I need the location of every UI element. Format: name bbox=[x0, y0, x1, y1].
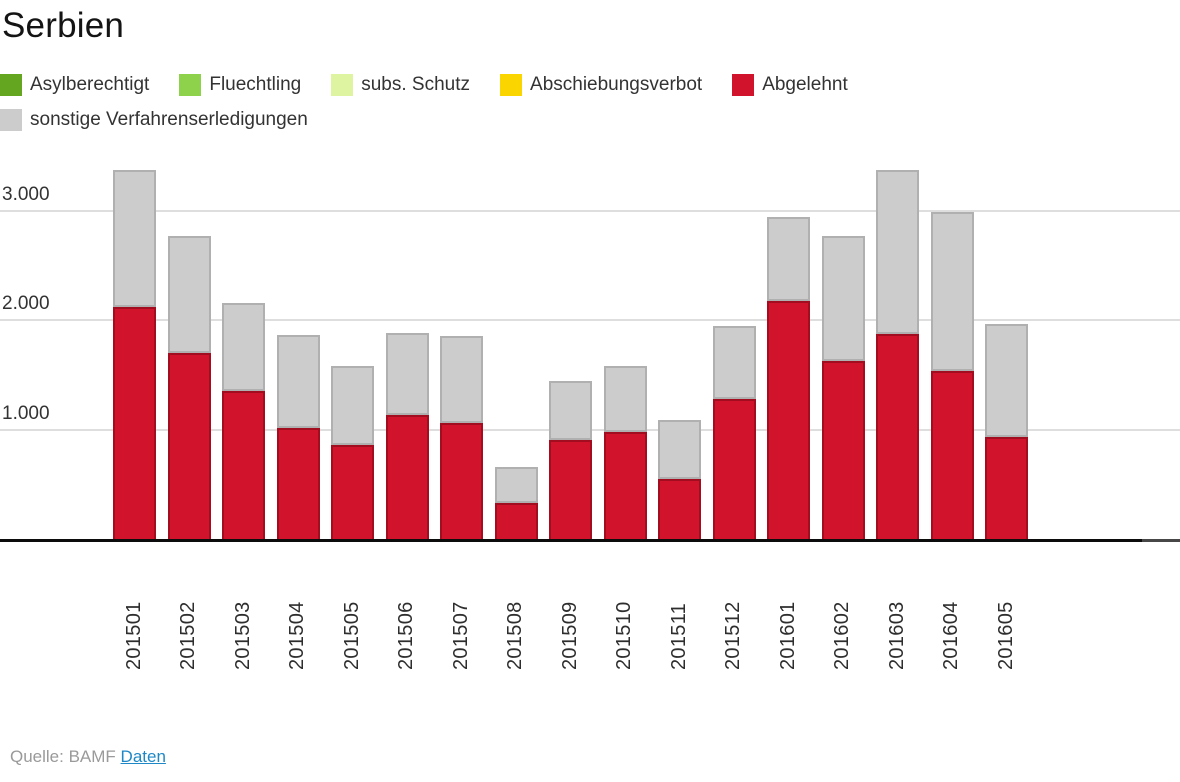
bar-segment-sonstige-verfahrenserledigungen-201603[interactable] bbox=[876, 169, 919, 334]
bar-segment-sonstige-verfahrenserledigungen-201512[interactable] bbox=[712, 326, 756, 399]
x-axis-label: 201503 bbox=[231, 601, 254, 670]
bar-segment-sonstige-verfahrenserledigungen-201509[interactable] bbox=[549, 380, 592, 440]
x-axis-label: 201511 bbox=[667, 602, 690, 670]
bar-segment-abgelehnt-201601[interactable] bbox=[767, 301, 810, 540]
x-axis-label: 201604 bbox=[940, 601, 962, 670]
x-axis-label: 201510 bbox=[613, 601, 635, 670]
bar-segment-sonstige-verfahrenserledigungen-201505[interactable] bbox=[331, 366, 374, 445]
x-axis-label: 201605 bbox=[994, 601, 1017, 670]
bar-segment-sonstige-verfahrenserledigungen-201508[interactable] bbox=[494, 466, 538, 503]
gridline bbox=[0, 319, 1180, 322]
legend-item: sonstige Verfahrenserledigungen bbox=[0, 109, 308, 131]
legend-swatch-icon bbox=[331, 74, 354, 96]
bar-segment-abgelehnt-201507[interactable] bbox=[440, 423, 483, 540]
x-axis-label: 201505 bbox=[340, 601, 363, 670]
legend-label: sonstige Verfahrenserledigungen bbox=[30, 109, 308, 130]
legend-swatch-icon bbox=[179, 74, 202, 96]
y-axis-label: 1.000 bbox=[2, 402, 50, 424]
legend-swatch-icon bbox=[0, 74, 22, 96]
x-axis-label: 201509 bbox=[558, 601, 581, 670]
x-axis-label: 201506 bbox=[395, 601, 417, 670]
legend-item: Abgelehnt bbox=[732, 74, 848, 96]
bar-segment-sonstige-verfahrenserledigungen-201507[interactable] bbox=[440, 336, 483, 424]
legend-label: subs. Schutz bbox=[361, 74, 471, 95]
bar-segment-abgelehnt-201511[interactable] bbox=[658, 478, 701, 540]
bar-segment-abgelehnt-201605[interactable] bbox=[985, 437, 1028, 540]
x-axis-label: 201603 bbox=[885, 601, 908, 670]
gridline bbox=[0, 210, 1180, 212]
bar-segment-sonstige-verfahrenserledigungen-201605[interactable] bbox=[985, 324, 1028, 438]
legend-item: Fluechtling bbox=[179, 74, 301, 96]
bar-segment-abgelehnt-201505[interactable] bbox=[331, 444, 374, 540]
legend-label: Fluechtling bbox=[209, 74, 302, 95]
bar-segment-sonstige-verfahrenserledigungen-201504[interactable] bbox=[276, 335, 320, 428]
legend-swatch-icon bbox=[732, 74, 755, 96]
source-data-link[interactable]: Daten bbox=[120, 747, 166, 766]
plot-area: 1.000 2.000 3.000 bbox=[0, 165, 1180, 540]
legend-label: Asylberechtigt bbox=[30, 74, 150, 95]
source-line: Quelle: BAMF Daten bbox=[10, 747, 166, 767]
bar-segment-abgelehnt-201604[interactable] bbox=[930, 371, 974, 540]
bar-segment-sonstige-verfahrenserledigungen-201503[interactable] bbox=[222, 302, 265, 391]
x-axis-label: 201601 bbox=[776, 601, 799, 670]
legend-item: subs. Schutz bbox=[331, 74, 470, 96]
y-axis-label: 2.000 bbox=[2, 293, 50, 315]
x-axis-label: 201504 bbox=[286, 601, 308, 670]
x-axis-label: 201602 bbox=[831, 601, 853, 670]
bar-segment-abgelehnt-201509[interactable] bbox=[549, 439, 592, 540]
bar-segment-abgelehnt-201502[interactable] bbox=[167, 352, 211, 540]
x-axis-label: 201501 bbox=[122, 601, 145, 670]
bar-segment-abgelehnt-201508[interactable] bbox=[494, 502, 538, 540]
bar-segment-sonstige-verfahrenserledigungen-201501[interactable] bbox=[113, 169, 156, 308]
bar-segment-sonstige-verfahrenserledigungen-201511[interactable] bbox=[658, 419, 701, 479]
legend-label: Abschiebungsverbot bbox=[530, 74, 703, 95]
legend-swatch-icon bbox=[0, 109, 22, 131]
bar-segment-abgelehnt-201603[interactable] bbox=[876, 333, 919, 540]
x-axis-label: 201508 bbox=[504, 601, 526, 670]
bar-segment-sonstige-verfahrenserledigungen-201510[interactable] bbox=[603, 366, 647, 432]
legend-swatch-icon bbox=[500, 74, 523, 96]
x-axis-label: 201512 bbox=[722, 601, 744, 670]
legend: Asylberechtigt Fluechtling subs. Schutz Abs… bbox=[0, 74, 1100, 131]
y-axis-label: 3.000 bbox=[2, 184, 50, 205]
bar-segment-abgelehnt-201506[interactable] bbox=[385, 414, 429, 540]
bar-segment-sonstige-verfahrenserledigungen-201604[interactable] bbox=[930, 212, 974, 372]
x-axis-labels: 201501 201502 201503 201504 201505 201506 2015… bbox=[0, 562, 1180, 672]
bar-segment-abgelehnt-201504[interactable] bbox=[276, 427, 320, 540]
bar-segment-abgelehnt-201602[interactable] bbox=[821, 361, 865, 540]
x-axis-line-extension bbox=[1142, 539, 1180, 542]
x-axis-label: 201507 bbox=[449, 601, 472, 670]
x-axis-label: 201502 bbox=[177, 601, 199, 670]
bar-segment-sonstige-verfahrenserledigungen-201506[interactable] bbox=[385, 332, 429, 415]
bar-segment-abgelehnt-201512[interactable] bbox=[712, 398, 756, 540]
legend-item: Asylberechtigt bbox=[0, 74, 149, 96]
bar-segment-sonstige-verfahrenserledigungen-201502[interactable] bbox=[167, 236, 211, 353]
x-axis-line bbox=[0, 539, 1142, 542]
bar-segment-abgelehnt-201501[interactable] bbox=[113, 307, 156, 540]
chart-title: Serbien bbox=[2, 6, 125, 45]
bar-segment-sonstige-verfahrenserledigungen-201602[interactable] bbox=[821, 236, 865, 362]
source-text: Quelle: BAMF bbox=[10, 747, 116, 766]
legend-item: Abschiebungsverbot bbox=[500, 74, 702, 96]
bar-segment-sonstige-verfahrenserledigungen-201601[interactable] bbox=[767, 216, 810, 302]
legend-label: Abgelehnt bbox=[762, 74, 848, 95]
bar-segment-abgelehnt-201503[interactable] bbox=[222, 390, 265, 540]
bar-segment-abgelehnt-201510[interactable] bbox=[603, 431, 647, 540]
